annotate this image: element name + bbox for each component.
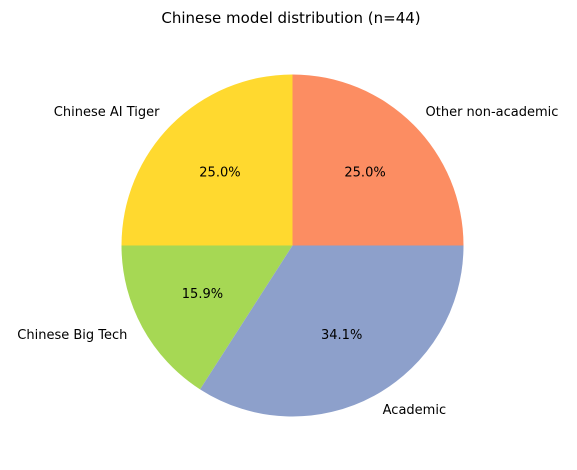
pie-slice-chinese-big-tech (121, 245, 293, 390)
pie-category-label: Chinese Big Tech (17, 328, 127, 343)
pie-pct-label: 15.9% (182, 287, 223, 302)
pie-slice-other-non-academic (292, 74, 464, 246)
pie-slice-academic (200, 245, 464, 417)
pie-category-label: Academic (383, 403, 446, 418)
pie-pct-label: 25.0% (344, 165, 385, 180)
pie-labels: 25.0% Chinese AI Tiger 15.9% Chinese Big Te… (17, 105, 558, 418)
pie-category-label: Chinese AI Tiger (54, 105, 160, 120)
pie-slices (121, 74, 464, 417)
pie-pct-label: 25.0% (199, 165, 240, 180)
pie-pct-label: 34.1% (321, 328, 362, 343)
pie-category-label: Other non-academic (426, 105, 559, 120)
chart-title: Chinese model distribution (n=44) (161, 9, 420, 27)
pie-slice-chinese-ai-tiger (121, 74, 293, 246)
